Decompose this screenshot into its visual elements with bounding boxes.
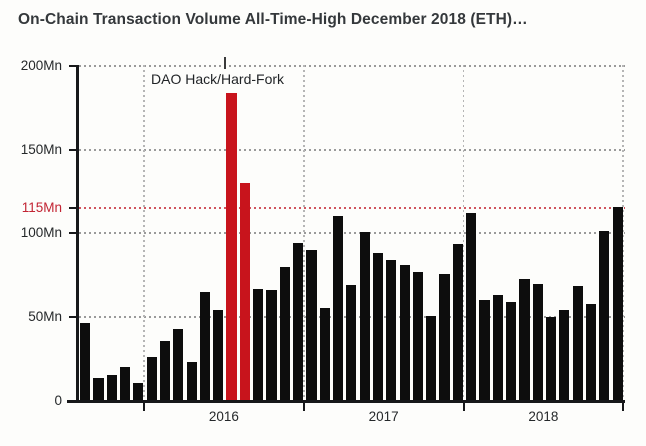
bar-jun-2017 — [372, 253, 384, 401]
x-axis-label-2017: 2017 — [368, 409, 399, 424]
bar-feb-2017 — [319, 307, 330, 401]
bar-aug-2018 — [559, 310, 570, 401]
bar-oct-2016 — [266, 290, 277, 401]
bar-sep-2018 — [572, 286, 583, 401]
bar-may-2016 — [199, 292, 210, 401]
bar-aug-2017 — [399, 265, 410, 401]
bar-may-2017 — [359, 231, 370, 401]
y-tick-200mn — [68, 64, 76, 67]
bar-jan-2016 — [146, 356, 157, 401]
year-gridline — [622, 64, 625, 400]
year-gridline — [302, 64, 305, 400]
bar-oct-2015 — [106, 375, 117, 401]
x-axis-line — [67, 400, 625, 403]
bar-dec-2018 — [612, 207, 623, 401]
bar-sep-2016 — [253, 288, 264, 401]
bar-mar-2016 — [173, 328, 184, 401]
x-tick — [302, 402, 305, 411]
dao-hack-annotation: DAO Hack/Hard-Fork — [151, 71, 285, 87]
y-tick-150mn — [68, 148, 76, 151]
bar-oct-2018 — [585, 303, 597, 401]
bar-jul-2018 — [545, 317, 557, 401]
bar-may-2018 — [519, 279, 530, 401]
bar-jan-2018 — [466, 213, 477, 401]
bar-nov-2018 — [599, 230, 610, 401]
y-tick-50mn — [68, 316, 76, 319]
bar-jul-2017 — [386, 260, 397, 401]
annotation-pointer-tick — [223, 57, 226, 69]
bar-nov-2016 — [279, 266, 290, 401]
year-gridline — [462, 64, 465, 400]
bar-apr-2017 — [346, 285, 357, 401]
bar-sep-2017 — [412, 271, 424, 401]
bar-oct-2017 — [426, 316, 437, 401]
x-tick — [622, 402, 625, 411]
bar-jan-2017 — [306, 250, 317, 401]
bar-dec-2016 — [293, 243, 304, 401]
y-axis-label-100mn: 100Mn — [20, 225, 62, 241]
y-axis-label-150mn: 150Mn — [20, 141, 62, 157]
bar-dec-2015 — [133, 383, 144, 401]
bar-nov-2017 — [439, 273, 450, 401]
gridline-100mn — [78, 232, 625, 235]
y-tick-115mn — [68, 207, 76, 210]
bar-feb-2016 — [159, 340, 171, 401]
bar-aug-2015 — [80, 323, 91, 401]
y-axis-label-200mn: 200Mn — [20, 57, 62, 73]
bar-apr-2018 — [506, 302, 517, 401]
bar-mar-2017 — [332, 215, 344, 401]
bar-mar-2018 — [492, 294, 503, 401]
bar-sep-2015 — [93, 377, 104, 401]
year-gridline — [143, 64, 145, 400]
x-axis-label-2018: 2018 — [528, 409, 559, 424]
y-axis-label-0: 0 — [54, 393, 62, 408]
gridline-200mn — [78, 64, 625, 67]
bar-jun-2018 — [532, 283, 543, 401]
y-axis-label-50mn: 50Mn — [28, 309, 62, 325]
bar-feb-2018 — [479, 299, 490, 401]
gridline-115mn — [78, 207, 625, 210]
chart-title: On-Chain Transaction Volume All-Time-Hig… — [18, 11, 528, 28]
bar-jun-2016 — [213, 309, 224, 401]
gridline-150mn — [78, 148, 625, 151]
y-tick-100mn — [68, 232, 76, 235]
bar-jul-2016 — [226, 92, 237, 401]
x-tick — [142, 402, 145, 411]
bar-nov-2015 — [119, 367, 131, 401]
x-axis-label-2016: 2016 — [208, 409, 239, 424]
x-tick — [462, 402, 465, 411]
bar-dec-2017 — [452, 244, 463, 401]
y-axis-label-115mn: 115Mn — [21, 200, 62, 216]
bar-aug-2016 — [239, 183, 250, 401]
y-axis-line — [76, 64, 79, 403]
bar-apr-2016 — [186, 361, 197, 401]
